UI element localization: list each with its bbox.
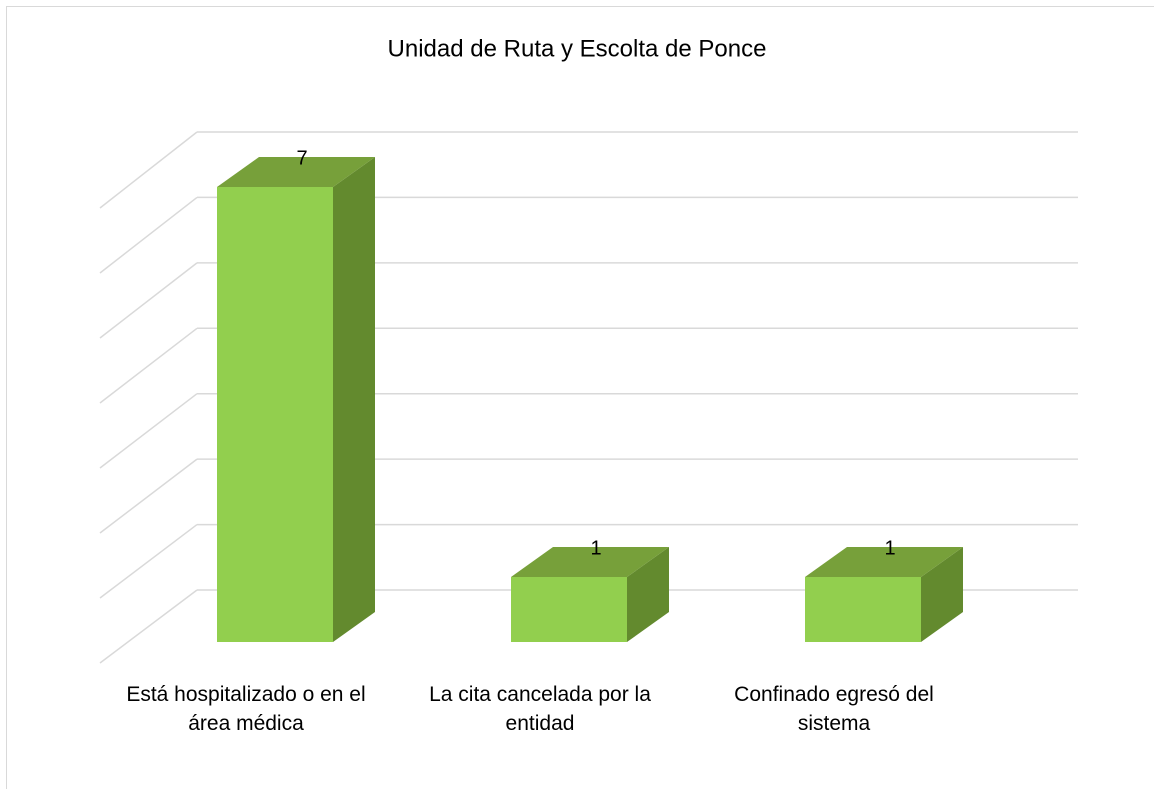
bar-top xyxy=(511,547,669,577)
chart-border xyxy=(6,6,1154,789)
grid-line-side xyxy=(99,196,198,274)
chart-title: Unidad de Ruta y Escolta de Ponce xyxy=(388,35,767,62)
data-label: 7 xyxy=(296,147,307,169)
bar-front xyxy=(805,577,921,642)
x-tick-label: La cita cancelada por la entidad xyxy=(429,683,651,735)
grid-line-side xyxy=(99,393,198,469)
bar-side xyxy=(333,157,375,642)
bar-front xyxy=(511,577,627,642)
grid-line-side xyxy=(99,458,198,534)
bar xyxy=(805,547,963,642)
bar xyxy=(217,157,375,642)
x-tick-label: Está hospitalizado o en el área médica xyxy=(126,683,366,735)
bar-top xyxy=(217,157,375,187)
bar-front xyxy=(217,187,333,642)
bar-side xyxy=(627,547,669,642)
bar-top xyxy=(805,547,963,577)
data-label: 1 xyxy=(590,537,601,559)
grid-line-side xyxy=(99,523,198,599)
bar xyxy=(511,547,669,642)
bar-side xyxy=(921,547,963,642)
grid-line-side xyxy=(99,131,198,209)
grid-line-side xyxy=(99,327,198,404)
grid-line-side xyxy=(99,262,198,339)
x-tick-label: Confinado egresó del sistema xyxy=(734,683,934,735)
data-label: 1 xyxy=(884,537,895,559)
grid-line-side xyxy=(99,589,198,664)
